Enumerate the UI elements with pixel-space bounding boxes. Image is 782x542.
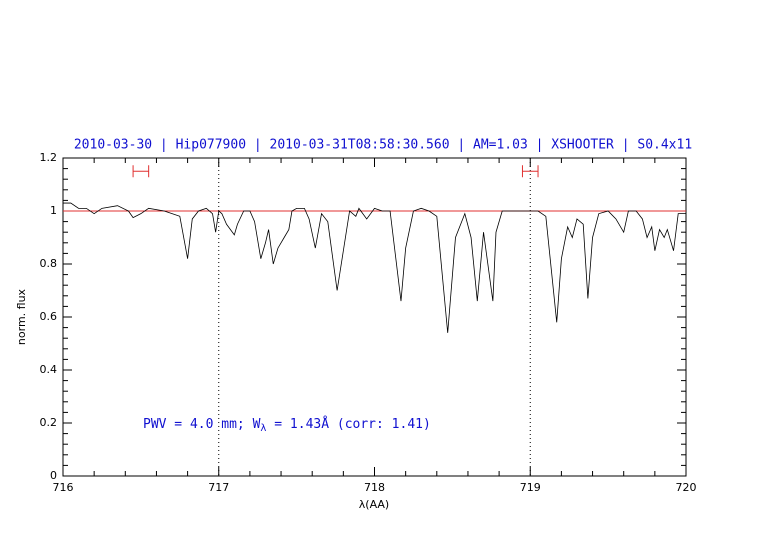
y-axis-label: norm. flux [15, 288, 28, 345]
annotation-part: = 1.43Å (corr: 1.41) [266, 416, 430, 432]
x-axis-label: λ(AA) [359, 498, 389, 511]
spectrum-line [63, 202, 686, 333]
y-tick-label: 1 [50, 204, 57, 217]
annotation: PWV = 4.0 mm; Wλ = 1.43Å (corr: 1.41) [143, 416, 431, 435]
x-tick-label: 716 [53, 481, 74, 494]
x-tick-label: 718 [364, 481, 385, 494]
y-tick-label: 0 [50, 469, 57, 482]
y-tick-label: 0.6 [40, 310, 58, 323]
y-tick-label: 0.8 [40, 257, 58, 270]
annotation-subscript: λ [260, 423, 266, 434]
x-tick-label: 719 [520, 481, 541, 494]
y-tick-label: 0.2 [40, 416, 58, 429]
x-tick-label: 717 [208, 481, 229, 494]
annotation-part: PWV = 4.0 mm; W [143, 417, 261, 432]
range-marker [521, 165, 539, 178]
y-tick-label: 1.2 [40, 151, 58, 164]
chart-title: 2010-03-30 | Hip077900 | 2010-03-31T08:5… [74, 138, 692, 153]
range-marker [132, 165, 150, 178]
y-tick-label: 0.4 [40, 363, 58, 376]
x-tick-label: 720 [676, 481, 697, 494]
